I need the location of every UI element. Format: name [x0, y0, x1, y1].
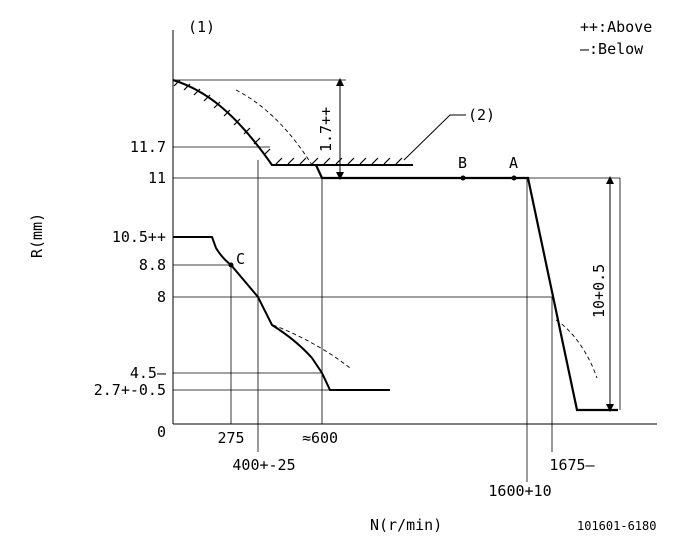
- point-b-label: B: [458, 154, 467, 172]
- point-c-marker: [228, 262, 234, 268]
- lower-dashed-curve: [272, 324, 351, 369]
- legend-below: —:Below: [580, 40, 644, 58]
- label-2: (2): [468, 106, 495, 124]
- tick-1675: 1675—: [549, 456, 595, 474]
- tick-4-5: 4.5—: [130, 364, 167, 382]
- full-load-curve: [315, 164, 618, 412]
- leader-2: [403, 114, 466, 161]
- point-b-marker: [460, 175, 466, 181]
- dimension-label-upper: 1.7++: [317, 107, 335, 152]
- right-dashed-curve: [555, 319, 598, 379]
- idle-curve: [173, 236, 390, 391]
- stopper-boundary-line: [172, 79, 413, 166]
- label-1: (1): [188, 18, 215, 36]
- tick-10-5: 10.5++: [112, 228, 166, 246]
- x-axis-label: N(r/min): [370, 516, 442, 534]
- tick-1600: 1600+10: [488, 482, 551, 500]
- tick-275: 275: [217, 429, 244, 447]
- tick-8-8: 8.8: [139, 256, 166, 274]
- figure-code: 101601-6180: [577, 519, 656, 533]
- dimension-label-right: 10+0.5: [590, 264, 608, 318]
- y-axis-label: R(mm): [28, 213, 46, 258]
- point-a-label: A: [509, 154, 518, 172]
- tick-11-7: 11.7: [130, 138, 166, 156]
- legend-above: ++:Above: [580, 18, 652, 36]
- tick-11: 11: [148, 169, 166, 187]
- stopper-hatch: [173, 79, 403, 165]
- tick-0: 0: [157, 423, 166, 441]
- tick-2-7: 2.7+-0.5: [94, 381, 166, 399]
- tick-600: ≈600: [302, 429, 338, 447]
- tick-400: 400+-25: [232, 456, 295, 474]
- upper-dashed-curve: [235, 89, 313, 166]
- point-c-label: C: [236, 250, 245, 268]
- tick-8: 8: [157, 288, 166, 306]
- point-a-marker: [511, 175, 517, 181]
